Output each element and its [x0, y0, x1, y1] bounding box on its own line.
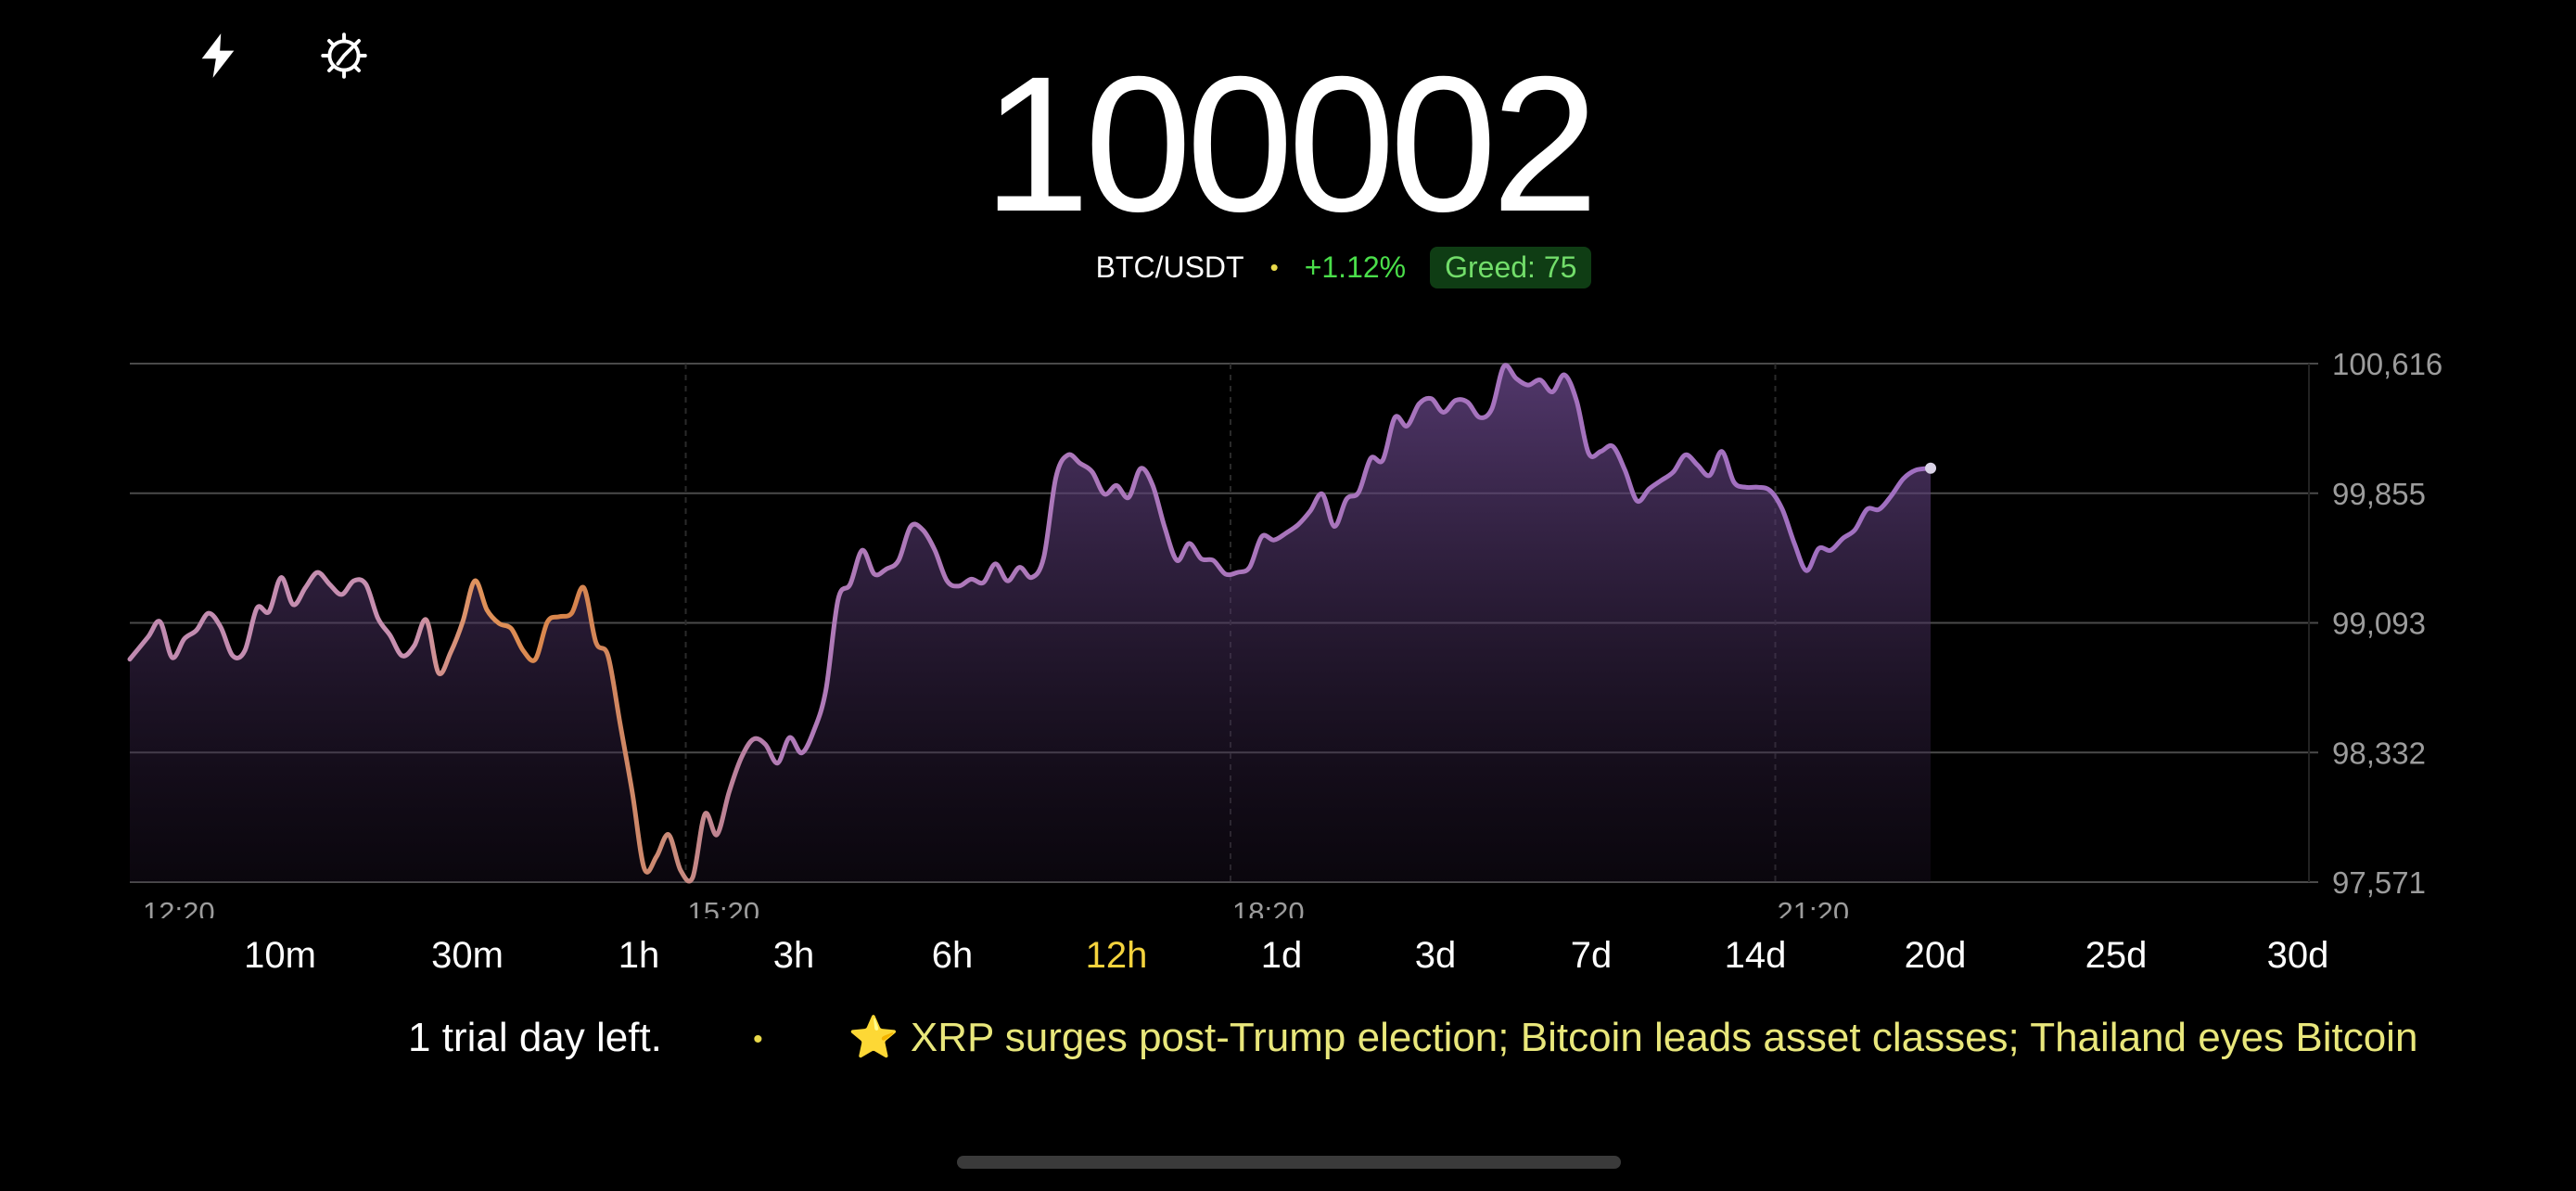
news-headline[interactable]: ⭐ XRP surges post-Trump election; Bitcoi…	[848, 1015, 2418, 1060]
price-change: +1.12%	[1304, 250, 1407, 284]
price-area	[130, 365, 1931, 882]
range-option-30m[interactable]: 30m	[431, 935, 504, 976]
y-tick-label: 97,571	[2332, 865, 2426, 900]
y-axis: 100,616 99,855 99,093 98,332 97,571	[2332, 347, 2442, 900]
price-line	[127, 363, 1933, 884]
range-option-1d[interactable]: 1d	[1260, 935, 1303, 976]
range-option-14d[interactable]: 14d	[1724, 935, 1787, 976]
range-option-7d[interactable]: 7d	[1570, 935, 1613, 976]
range-option-3h[interactable]: 3h	[772, 935, 815, 976]
news-ticker[interactable]: 1 trial day left. • ⭐ XRP surges post-Tr…	[408, 1013, 2448, 1069]
current-price: 100002	[982, 37, 1599, 252]
gear-icon	[320, 32, 368, 84]
y-tick-label: 98,332	[2332, 736, 2426, 770]
range-option-12h[interactable]: 12h	[1085, 935, 1148, 976]
range-option-6h[interactable]: 6h	[931, 935, 974, 976]
price-subline: BTC/USDT • +1.12% Greed: 75	[0, 244, 2576, 290]
trading-pair[interactable]: BTC/USDT	[1095, 250, 1244, 284]
x-tick-label: 21:20	[1778, 896, 1850, 918]
range-option-20d[interactable]: 20d	[1904, 935, 1967, 976]
x-axis: 12:20 15:20 18:20 21:20	[143, 896, 1849, 918]
range-option-1h[interactable]: 1h	[618, 935, 660, 976]
y-tick-label: 99,855	[2332, 477, 2426, 511]
flash-button[interactable]	[181, 20, 255, 95]
settings-button[interactable]	[307, 20, 381, 95]
range-option-3d[interactable]: 3d	[1414, 935, 1457, 976]
range-selector: 10m 30m 1h 3h 6h 12h 1d 3d 7d 14d 20d 25d 30d	[0, 935, 2576, 991]
last-price-dot	[1925, 462, 1937, 474]
range-option-30d[interactable]: 30d	[2266, 935, 2329, 976]
y-tick-label: 100,616	[2332, 347, 2442, 381]
y-tick-label: 99,093	[2332, 607, 2426, 641]
ticker-separator: •	[753, 1024, 763, 1056]
lightning-bolt-icon	[194, 32, 242, 84]
home-indicator[interactable]	[957, 1156, 1621, 1169]
x-tick-label: 12:20	[143, 896, 215, 918]
separator-dot: •	[1269, 252, 1279, 281]
x-tick-label: 15:20	[688, 896, 760, 918]
price-chart[interactable]: 100,616 99,855 99,093 98,332 97,571 12:20 15:…	[0, 343, 2576, 918]
trial-notice[interactable]: 1 trial day left.	[408, 1015, 662, 1060]
range-option-25d[interactable]: 25d	[2085, 935, 2148, 976]
greed-badge[interactable]: Greed: 75	[1430, 246, 1592, 288]
x-tick-label: 18:20	[1232, 896, 1305, 918]
range-option-10m[interactable]: 10m	[244, 935, 316, 976]
